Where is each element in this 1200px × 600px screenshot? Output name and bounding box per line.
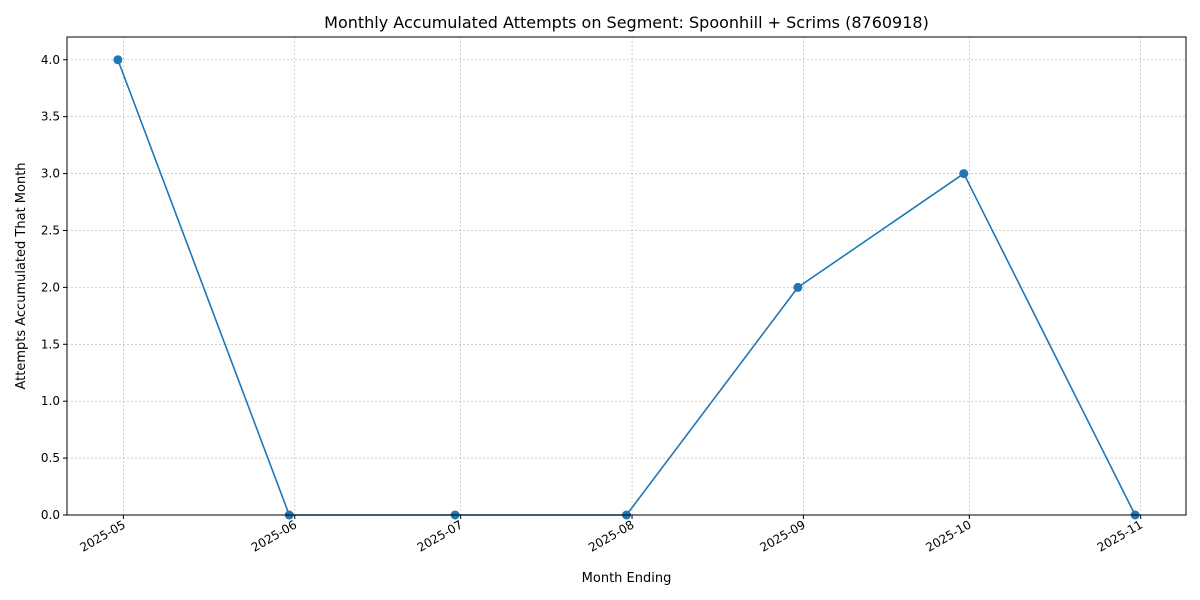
y-tick-label: 1.0 (41, 394, 60, 408)
data-point (793, 282, 803, 292)
grid (67, 37, 1186, 516)
y-tick-label: 0.0 (41, 508, 60, 522)
y-tick-label: 3.5 (41, 110, 60, 124)
x-tick-label: 2025-08 (586, 517, 636, 554)
x-tick-label: 2025-05 (77, 517, 127, 554)
x-tick-label: 2025-11 (1095, 517, 1145, 554)
chart-title: Monthly Accumulated Attempts on Segment:… (324, 13, 929, 32)
y-tick-label: 2.0 (41, 280, 60, 294)
y-tick-label: 0.5 (41, 451, 60, 465)
y-axis: 0.0 0.5 1.0 1.5 2.0 2.5 3.0 3.5 4.0 (41, 53, 67, 522)
y-tick-label: 2.5 (41, 223, 60, 237)
x-axis: 2025-05 2025-06 2025-07 2025-08 2025-09 2025-… (77, 515, 1145, 555)
x-tick-label: 2025-09 (757, 517, 807, 554)
series-line (117, 59, 1136, 516)
x-tick-label: 2025-10 (923, 517, 973, 554)
y-tick-label: 3.0 (41, 167, 60, 181)
x-tick-label: 2025-07 (415, 517, 465, 554)
plot-frame (66, 36, 1187, 516)
data-point (113, 55, 123, 65)
y-axis-label: Attempts Accumulated That Month (14, 162, 29, 389)
x-axis-label: Month Ending (582, 571, 672, 586)
data-point (959, 169, 969, 179)
x-tick-label: 2025-06 (249, 517, 299, 554)
y-tick-label: 4.0 (41, 53, 60, 67)
y-tick-label: 1.5 (41, 337, 60, 351)
